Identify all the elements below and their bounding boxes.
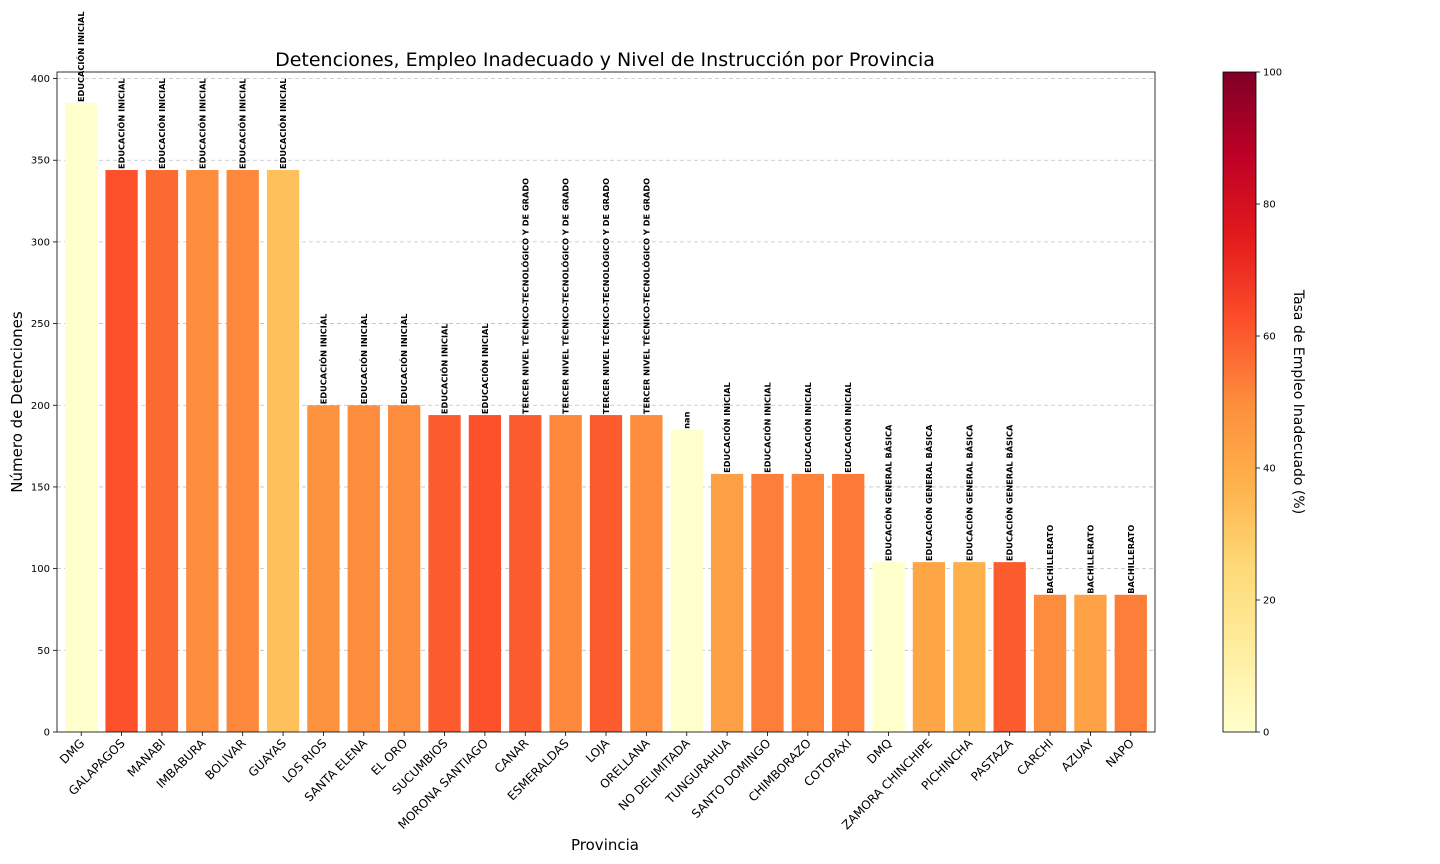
bar xyxy=(872,562,905,732)
colorbar-tick-label: 100 xyxy=(1263,68,1282,79)
bar xyxy=(388,405,421,732)
x-tick-label: NO DELIMITADA xyxy=(616,736,694,814)
bar-value-label: EDUCACIÓN INICIAL xyxy=(358,314,369,405)
y-tick-label: 300 xyxy=(31,237,50,248)
y-tick-label: 0 xyxy=(44,728,50,739)
bar xyxy=(347,405,380,732)
bar xyxy=(1114,594,1147,732)
y-tick-label: 100 xyxy=(31,564,50,575)
bar-value-label: TERCER NIVEL TÉCNICO-TECNOLÓGICO Y DE GR… xyxy=(519,178,530,414)
x-axis-label: Provincia xyxy=(571,836,639,854)
bar-value-label: EDUCACIÓN GENERAL BÁSICA xyxy=(963,424,974,561)
bar-value-label: EDUCACIÓN GENERAL BÁSICA xyxy=(923,424,934,561)
bar xyxy=(307,405,340,732)
chart-title: Detenciones, Empleo Inadecuado y Nivel d… xyxy=(275,49,935,71)
bar xyxy=(630,415,663,732)
bar-value-label: EDUCACIÓN INICIAL xyxy=(156,78,167,169)
bar xyxy=(1033,594,1067,732)
bar xyxy=(549,415,582,732)
bar xyxy=(670,429,703,732)
x-tick-label: DMQ xyxy=(864,736,894,766)
bar-value-label: BACHILLERATO xyxy=(1085,525,1095,594)
bar-value-label: EDUCACIÓN INICIAL xyxy=(479,323,490,414)
x-tick-label: BOLIVAR xyxy=(202,736,248,782)
x-axis-ticks: DMGGALAPAGOSMANABIIMBABURABOLIVARGUAYASL… xyxy=(57,732,1137,832)
bar-value-label: EDUCACIÓN INICIAL xyxy=(398,314,409,405)
bar xyxy=(589,415,623,732)
bar xyxy=(65,103,98,732)
bar-value-label: TERCER NIVEL TÉCNICO-TECNOLÓGICO Y DE GR… xyxy=(600,178,611,414)
bar-labels: EDUCACIÓN INICIAL EDUCACIÓN INICIAL EDUCAC… xyxy=(75,11,1136,593)
bar-value-label: EDUCACIÓN INICIAL xyxy=(317,314,328,405)
bar-value-label: EDUCACIÓN INICIAL xyxy=(196,78,207,169)
bar-value-label: TERCER NIVEL TÉCNICO-TECNOLÓGICO Y DE GR… xyxy=(560,178,571,414)
x-tick-label: NAPO xyxy=(1103,736,1137,770)
y-tick-label: 200 xyxy=(31,401,50,412)
bar xyxy=(953,562,986,732)
x-tick-label: LOJA xyxy=(583,736,613,766)
colorbar-tick-label: 20 xyxy=(1263,596,1276,607)
y-tick-label: 250 xyxy=(31,319,50,330)
bar xyxy=(468,415,502,732)
x-tick-label: DMG xyxy=(57,736,87,766)
bar xyxy=(428,415,461,732)
bar-value-label: EDUCACIÓN INICIAL xyxy=(439,323,450,414)
colorbar-label: Tasa de Empleo Inadecuado (%) xyxy=(1290,289,1306,514)
bar xyxy=(145,170,179,733)
colorbar-ticks: 0 20 40 60 80 100 xyxy=(1256,68,1282,739)
x-tick-label: CARCHI xyxy=(1014,736,1056,778)
y-tick-label: 150 xyxy=(31,482,50,493)
bar xyxy=(751,473,784,732)
bar-value-label: EDUCACIÓN INICIAL xyxy=(802,382,813,473)
bar-value-label: EDUCACIÓN INICIAL xyxy=(721,382,732,473)
bar-value-label: BACHILLERATO xyxy=(1045,525,1055,594)
bar xyxy=(266,170,300,733)
bar-value-label: BACHILLERATO xyxy=(1126,525,1136,594)
y-axis-ticks: 0 50 100 150 200 250 300 350 400 xyxy=(31,74,57,739)
bar-value-label: EDUCACIÓN GENERAL BÁSICA xyxy=(883,424,894,561)
bar-value-label: EDUCACIÓN GENERAL BÁSICA xyxy=(1004,424,1015,561)
y-tick-label: 350 xyxy=(31,156,50,167)
bar xyxy=(710,473,744,732)
bar-value-label: EDUCACIÓN INICIAL xyxy=(237,78,248,169)
y-tick-label: 50 xyxy=(37,646,50,657)
colorbar: 0 20 40 60 80 100 Tasa de Empleo Inadecuado (… xyxy=(1222,68,1306,739)
bar xyxy=(791,473,824,732)
bar-value-label: EDUCACIÓN INICIAL xyxy=(277,78,288,169)
bar-value-label: EDUCACIÓN INICIAL xyxy=(116,78,127,169)
bar-value-label: nan xyxy=(682,411,692,428)
bar xyxy=(993,562,1026,732)
bar xyxy=(912,562,946,732)
bar xyxy=(186,170,219,733)
y-tick-label: 400 xyxy=(31,74,50,85)
bar-value-label: EDUCACIÓN INICIAL xyxy=(842,382,853,473)
bar xyxy=(509,415,542,732)
colorbar-tick-label: 80 xyxy=(1263,200,1276,211)
x-tick-label: AZUAY xyxy=(1058,736,1097,775)
bar-value-label: EDUCACIÓN INICIAL xyxy=(761,382,772,473)
bar xyxy=(1074,594,1107,732)
bars xyxy=(65,103,1147,733)
bar xyxy=(226,170,259,733)
colorbar-gradient xyxy=(1222,71,1257,733)
x-tick-label: CANAR xyxy=(492,736,532,776)
y-axis-label: Número de Detenciones xyxy=(8,311,26,493)
colorbar-tick-label: 40 xyxy=(1263,464,1276,475)
colorbar-tick-label: 0 xyxy=(1263,728,1269,739)
bar-value-label: TERCER NIVEL TÉCNICO-TECNOLÓGICO Y DE GR… xyxy=(640,178,651,414)
bar xyxy=(832,473,865,732)
x-tick-label: PASTAZA xyxy=(968,736,1016,784)
colorbar-tick-label: 60 xyxy=(1263,332,1276,343)
bar-value-label: EDUCACIÓN INICIAL xyxy=(75,11,86,102)
bar xyxy=(105,170,138,733)
